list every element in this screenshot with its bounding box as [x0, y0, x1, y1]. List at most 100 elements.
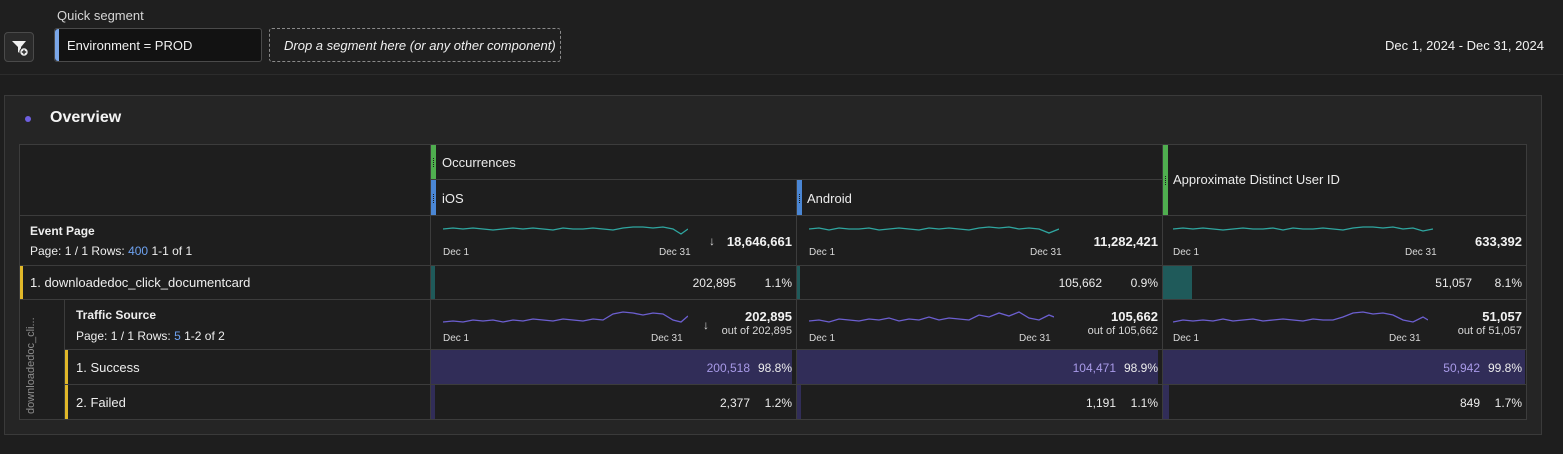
- android-total-value: 11,282,421: [1093, 234, 1158, 249]
- row-selection-marker: [65, 385, 68, 419]
- ios-header-label: iOS: [442, 191, 464, 206]
- ios-value: 200,518: [706, 361, 750, 375]
- spark-end-label: Dec 31: [1389, 333, 1421, 344]
- android-value: 105,662: [1058, 276, 1102, 290]
- users-sparkline: [1173, 226, 1433, 232]
- spark-end-label: Dec 31: [651, 333, 683, 344]
- spark-start-label: Dec 1: [1173, 247, 1200, 258]
- panel-title[interactable]: Overview: [50, 109, 122, 126]
- android-percent: 98.9%: [1123, 361, 1158, 375]
- ios-value: 2,377: [719, 396, 750, 410]
- ios-value-cell: 200,518 98.8%: [430, 349, 797, 385]
- spark-end-label: Dec 31: [659, 247, 691, 258]
- share-bar: [431, 350, 792, 384]
- ios-header[interactable]: iOS: [430, 179, 797, 216]
- drop-zone-placeholder: Drop a segment here (or any other compon…: [284, 38, 556, 53]
- occurrences-header[interactable]: Occurrences: [430, 144, 1163, 180]
- arrow-down-icon[interactable]: ↓: [709, 234, 715, 248]
- android-value-cell: 104,471 98.9%: [796, 349, 1163, 385]
- event-page-label[interactable]: Event Page: [30, 224, 95, 238]
- vertical-label-container: downloadedoc_cli...: [23, 300, 39, 416]
- ios-sparkline: [443, 226, 688, 235]
- ios-value: 202,895: [692, 276, 736, 290]
- pagination-text: Page: 1 / 1 Rows:: [30, 244, 125, 258]
- segment-drop-zone[interactable]: Drop a segment here (or any other compon…: [269, 28, 561, 62]
- segment-accent: [55, 29, 59, 61]
- ios-total-value: 18,646,661: [726, 234, 792, 249]
- share-bar: [1163, 266, 1192, 299]
- users-value-cell: 849 1.7%: [1162, 384, 1527, 420]
- bullet-dot-icon: [25, 116, 31, 122]
- android-breakdown-total-cell: Dec 1 Dec 31 105,662 out of 105,662: [796, 299, 1163, 350]
- ios-value-cell: 202,895 1.1%: [430, 265, 797, 300]
- share-bar: [431, 385, 435, 419]
- share-bar: [1163, 350, 1525, 384]
- spark-start-label: Dec 1: [809, 247, 836, 258]
- users-percent: 99.8%: [1487, 361, 1522, 375]
- android-percent: 1.1%: [1130, 396, 1158, 410]
- spark-start-label: Dec 1: [1173, 333, 1200, 344]
- android-breakdown-total: 105,662: [1111, 309, 1158, 324]
- table-row[interactable]: 1. downloadedoc_click_documentcard: [19, 265, 431, 300]
- spark-start-label: Dec 1: [443, 333, 470, 344]
- dimension-drag-handle[interactable]: [797, 180, 802, 215]
- filter-add-icon: [12, 41, 29, 57]
- table-corner-header: [19, 144, 431, 216]
- dimension-drag-handle[interactable]: [431, 180, 436, 215]
- add-filter-button[interactable]: [4, 32, 34, 62]
- android-header-label: Android: [807, 191, 852, 206]
- metric-drag-handle[interactable]: [431, 145, 436, 179]
- arrow-down-icon[interactable]: ↓: [703, 318, 709, 332]
- row-label[interactable]: 1. Success: [76, 360, 140, 375]
- occurrences-header-label: Occurrences: [442, 155, 516, 170]
- android-value: 1,191: [1085, 396, 1116, 410]
- spark-start-label: Dec 1: [443, 247, 470, 258]
- rows-count-selector[interactable]: 5: [174, 329, 181, 343]
- ios-breakdown-total-cell: Dec 1 Dec 31 ↓ 202,895 out of 202,895: [430, 299, 797, 350]
- android-breakdown-out-of: out of 105,662: [1087, 325, 1158, 337]
- users-breakdown-out-of: out of 51,057: [1457, 325, 1522, 337]
- segment-pill-label: Environment = PROD: [67, 38, 193, 53]
- segment-pill-environment[interactable]: Environment = PROD: [54, 28, 262, 62]
- android-value: 104,471: [1072, 361, 1116, 375]
- ios-total-cell: Dec 1 Dec 31 ↓ 18,646,661: [430, 215, 797, 266]
- spark-end-label: Dec 31: [1405, 247, 1437, 258]
- users-total-value: 633,392: [1475, 234, 1522, 249]
- event-page-pagination: Page: 1 / 1 Rows: 400 1-1 of 1: [30, 244, 192, 258]
- users-value: 51,057: [1435, 276, 1472, 290]
- android-percent: 0.9%: [1130, 276, 1158, 290]
- row-label[interactable]: 1. downloadedoc_click_documentcard: [30, 275, 251, 290]
- share-bar: [797, 266, 800, 299]
- traffic-source-label[interactable]: Traffic Source: [76, 308, 157, 322]
- table-row[interactable]: 2. Failed: [64, 384, 431, 420]
- overview-panel: Overview Occurrences Approximate Distinc…: [4, 95, 1542, 435]
- android-header[interactable]: Android: [796, 179, 1163, 216]
- table-row[interactable]: 1. Success: [64, 349, 431, 385]
- share-bar: [797, 350, 1158, 384]
- ios-value-cell: 2,377 1.2%: [430, 384, 797, 420]
- row-selection-marker: [65, 350, 68, 384]
- rows-count-selector[interactable]: 400: [128, 244, 149, 258]
- android-breakdown-sparkline: [809, 311, 1054, 323]
- metric-drag-handle[interactable]: [1163, 145, 1168, 215]
- ios-breakdown-total: 202,895: [745, 309, 792, 324]
- users-breakdown-total-cell: Dec 1 Dec 31 51,057 out of 51,057: [1162, 299, 1527, 350]
- share-bar: [1163, 385, 1169, 419]
- date-range[interactable]: Dec 1, 2024 - Dec 31, 2024: [1385, 38, 1544, 53]
- users-breakdown-total: 51,057: [1482, 309, 1522, 324]
- android-value-cell: 105,662 0.9%: [796, 265, 1163, 300]
- users-value-cell: 50,942 99.8%: [1162, 349, 1527, 385]
- event-page-dimension-header: Event Page Page: 1 / 1 Rows: 400 1-1 of …: [19, 215, 431, 266]
- quick-segment-label: Quick segment: [57, 8, 144, 23]
- ios-percent: 98.8%: [757, 361, 792, 375]
- spark-end-label: Dec 31: [1030, 247, 1062, 258]
- ios-percent: 1.1%: [764, 276, 792, 290]
- breakdown-parent-label[interactable]: downloadedoc_cli...: [19, 299, 65, 420]
- segment-bar: Quick segment Environment = PROD Drop a …: [0, 0, 1563, 75]
- breakdown-parent-text: downloadedoc_cli...: [25, 317, 37, 414]
- approx-users-header[interactable]: Approximate Distinct User ID: [1162, 144, 1527, 216]
- pagination-range: 1-2 of 2: [184, 329, 225, 343]
- row-label[interactable]: 2. Failed: [76, 395, 126, 410]
- users-breakdown-sparkline: [1173, 311, 1428, 323]
- row-selection-marker: [20, 266, 23, 299]
